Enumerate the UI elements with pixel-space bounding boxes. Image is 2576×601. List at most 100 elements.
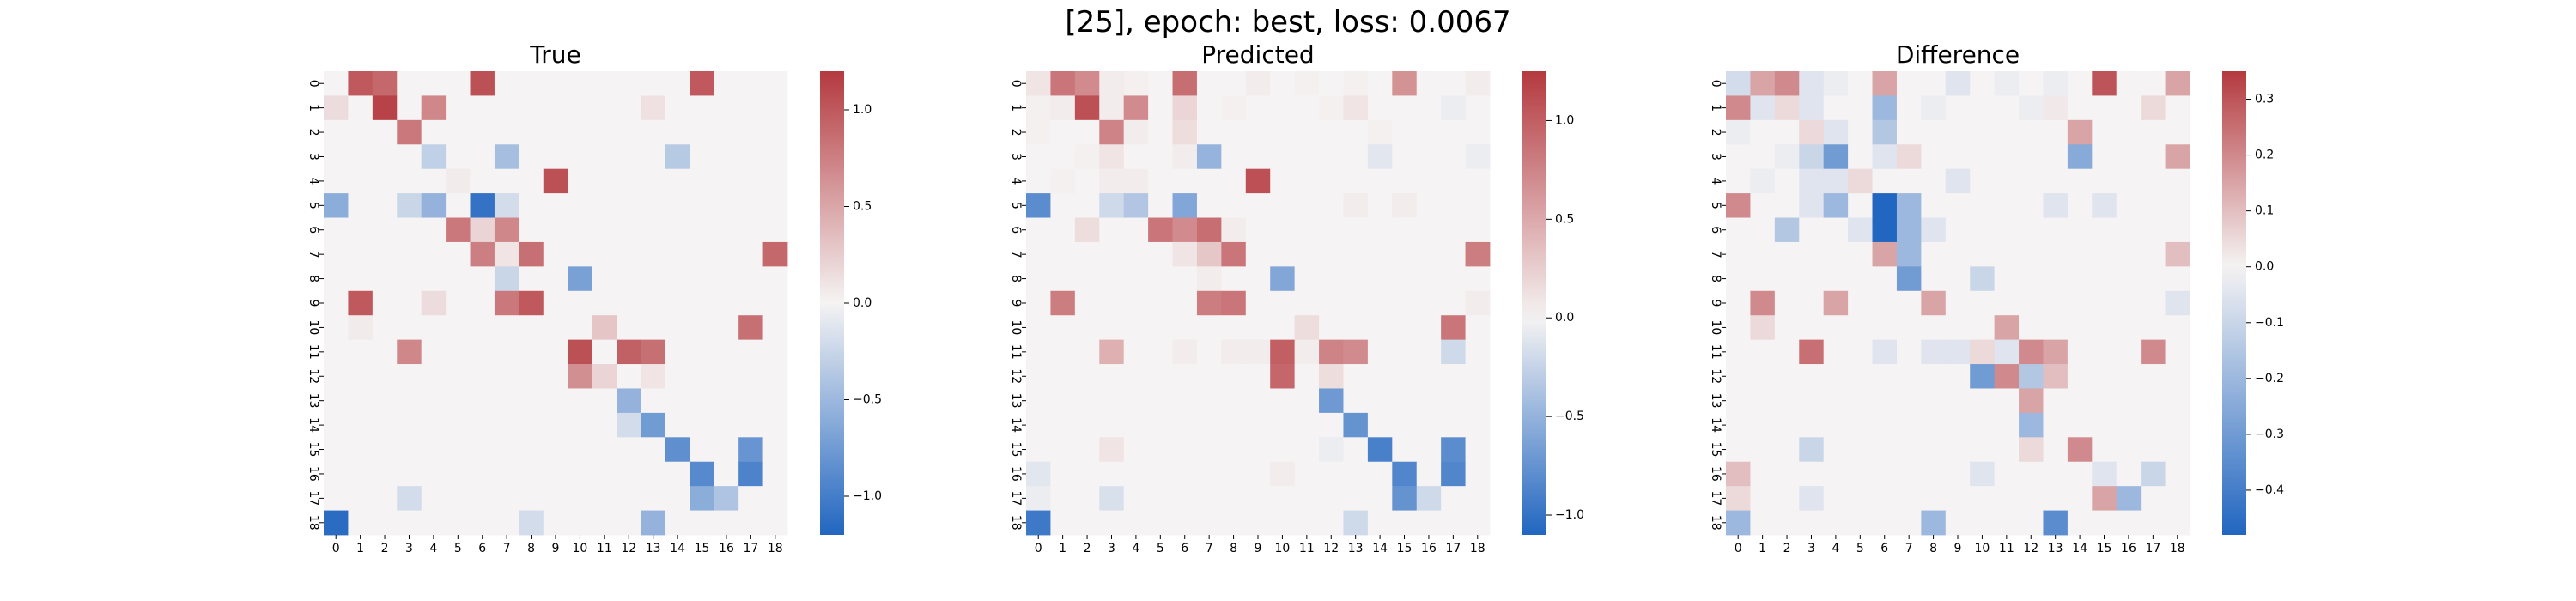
y-tick-label: 13 [307,393,320,409]
y-tick-label: 10 [307,320,320,336]
heatmap-cell: row 6, col 1: 0.00 [1750,217,1776,243]
heatmap-cell: row 2, col 9: 0.00 [1945,119,1971,145]
heatmap-cell: row 9, col 6: 0.00 [470,290,495,316]
heatmap-cell: row 16, col 14: 0.00 [665,461,690,487]
heatmap-cell: row 17, col 0: 0.00 [324,486,349,511]
x-tick-label: 1 [1759,542,1766,555]
heatmap-cell: row 5, col 15: 0.00 [690,193,715,218]
heatmap-cell: row 11, col 2: 0.00 [372,339,398,365]
heatmap-cell: row 6, col 10: 0.00 [1970,217,1996,243]
heatmap-cell: row 12, col 14: 0.00 [665,364,690,389]
heatmap-cell: row 12, col 5: 0.00 [1148,364,1173,389]
heatmap-cell: row 11, col 10: 1.05 [568,339,593,365]
heatmap-cell: row 7, col 2: 0.00 [1074,241,1100,267]
heatmap-cell: row 11, col 1: 0.00 [348,339,374,365]
heatmap-cell: row 2, col 15: 0.00 [1392,119,1418,145]
heatmap-cell: row 14, col 0: 0.00 [1026,412,1051,438]
heatmap-cell: row 1, col 18: 0.00 [1465,95,1491,121]
heatmap-cell: row 18, col 11: 0.00 [1994,510,2020,536]
y-tick-label: 17 [1709,490,1722,506]
heatmap-cell: row 14, col 4: 0.00 [421,412,447,438]
heatmap-cell: row 17, col 3: −0.20 [397,486,422,511]
heatmap-cell: row 2, col 16: 0.00 [1416,119,1442,145]
heatmap-cell: row 1, col 18: 0.00 [2165,95,2190,121]
heatmap-cell: row 2, col 14: 0.15 [2067,119,2093,145]
y-tick-label: 11 [1009,344,1023,360]
heatmap-cell: row 11, col 15: 0.00 [2092,339,2117,365]
heatmap-cell: row 6, col 6: 0.70 [1172,217,1198,243]
heatmap-cell: row 9, col 9: 0.00 [1945,290,1971,316]
heatmap-cell: row 3, col 15: 0.00 [690,144,715,170]
heatmap-cell: row 17, col 10: 0.00 [1970,486,1996,511]
heatmap-cell: row 12, col 12: −0.15 [2019,364,2044,389]
heatmap-cell: row 9, col 6: 0.00 [1872,290,1898,316]
x-tick-label: 11 [597,542,612,555]
heatmap-cell: row 6, col 11: 0.00 [592,217,617,243]
heatmap-cell: row 11, col 5: 0.00 [446,339,471,365]
heatmap-cell: row 11, col 7: 0.00 [1896,339,1922,365]
y-tick-label: 6 [1009,226,1023,234]
heatmap-cell: row 17, col 3: −0.15 [1099,486,1125,511]
heatmap-cell: row 5, col 5: 0.00 [1848,193,1873,218]
heatmap-cell: row 3, col 1: 0.00 [1050,144,1076,170]
heatmap-cell: row 9, col 0: 0.00 [324,290,349,316]
heatmap-cell: row 16, col 2: 0.00 [372,461,398,487]
heatmap-cell: row 17, col 10: 0.00 [568,486,593,511]
x-tick-label: 7 [503,542,511,555]
heatmap-cell: row 13, col 18: 0.00 [762,388,788,414]
heatmap-cell: row 0, col 3: −0.05 [1799,71,1825,96]
heatmap-cell: row 5, col 15: 0.05 [1392,193,1418,218]
heatmap-cell: row 4, col 0: 0.00 [324,168,349,194]
heatmap-cell: row 7, col 18: 0.10 [2165,241,2190,267]
heatmap-cell: row 3, col 11: 0.00 [1294,144,1320,170]
heatmap-cell: row 3, col 4: 0.00 [1123,144,1149,170]
heatmap-cell: row 1, col 11: 0.00 [592,95,617,121]
heatmap-cell: row 16, col 16: 0.00 [1416,461,1442,487]
heatmap-cell: row 5, col 14: 0.00 [2067,193,2093,218]
heatmap-cell: row 4, col 14: 0.00 [2067,168,2093,194]
heatmap-cell: row 4, col 2: 0.00 [372,168,398,194]
heatmap-cell: row 6, col 3: 0.00 [1799,217,1825,243]
heatmap-cell: row 10, col 17: 0.85 [1441,315,1466,341]
heatmap-cell: row 14, col 7: 0.00 [1196,412,1222,438]
heatmap-cell: row 9, col 12: 0.00 [2019,290,2044,316]
heatmap-cell: row 17, col 8: 0.00 [1921,486,1947,511]
heatmap-cell: row 4, col 7: 0.00 [494,168,519,194]
heatmap-cell: row 8, col 2: 0.00 [1074,266,1100,292]
heatmap-cell: row 16, col 16: 0.00 [2116,461,2142,487]
heatmap-cell: row 13, col 0: 0.00 [1026,388,1051,414]
heatmap-cell: row 18, col 8: −0.20 [519,510,544,536]
heatmap-cell: row 5, col 17: 0.00 [1441,193,1466,218]
heatmap-cell: row 17, col 3: −0.05 [1799,486,1825,511]
heatmap-cell: row 3, col 6: 0.05 [1172,144,1198,170]
heatmap-cell: row 9, col 2: 0.00 [1074,290,1100,316]
y-tick-label: 16 [1009,466,1023,482]
heatmap-cell: row 9, col 5: 0.00 [1848,290,1873,316]
heatmap-cell: row 12, col 2: 0.00 [1074,364,1100,389]
heatmap-cell: row 7, col 8: 0.85 [519,241,544,267]
heatmap-cell: row 0, col 4: 0.02 [1123,71,1149,96]
heatmap-cell: row 18, col 18: 0.00 [1465,510,1491,536]
heatmap-cell: row 4, col 1: 0.00 [348,168,374,194]
heatmap-cell: row 5, col 12: 0.00 [2019,193,2044,218]
heatmap-cell: row 16, col 4: 0.00 [421,461,447,487]
heatmap-cell: row 18, col 5: 0.00 [1848,510,1873,536]
colorbar-tick-label: −0.3 [2255,428,2284,441]
heatmap-cell: row 16, col 15: −0.05 [2092,461,2117,487]
heatmap-cell: row 15, col 3: 0.10 [1099,437,1125,463]
heatmap-cell: row 3, col 6: 0.00 [470,144,495,170]
heatmap-cell: row 9, col 4: 0.00 [1123,290,1149,316]
heatmap-cell: row 17, col 12: 0.00 [1319,486,1344,511]
heatmap-cell: row 14, col 14: 0.00 [1367,412,1393,438]
heatmap-cell: row 18, col 13: −0.35 [2043,510,2069,536]
heatmap-cell: row 1, col 12: 0.02 [1319,95,1344,121]
heatmap-cell: row 15, col 18: 0.00 [2165,437,2190,463]
heatmap-cell: row 15, col 12: −0.05 [1319,437,1344,463]
heatmap-cell: row 12, col 0: 0.00 [1026,364,1051,389]
heatmap-cell: row 4, col 17: 0.00 [1441,168,1466,194]
heatmap-cell: row 16, col 11: 0.00 [1994,461,2020,487]
heatmap-cell: row 6, col 16: 0.00 [714,217,739,243]
heatmap-cell: row 16, col 14: 0.00 [2067,461,2093,487]
heatmap-cell: row 2, col 18: 0.00 [2165,119,2190,145]
heatmap-cell: row 15, col 13: 0.00 [2043,437,2069,463]
